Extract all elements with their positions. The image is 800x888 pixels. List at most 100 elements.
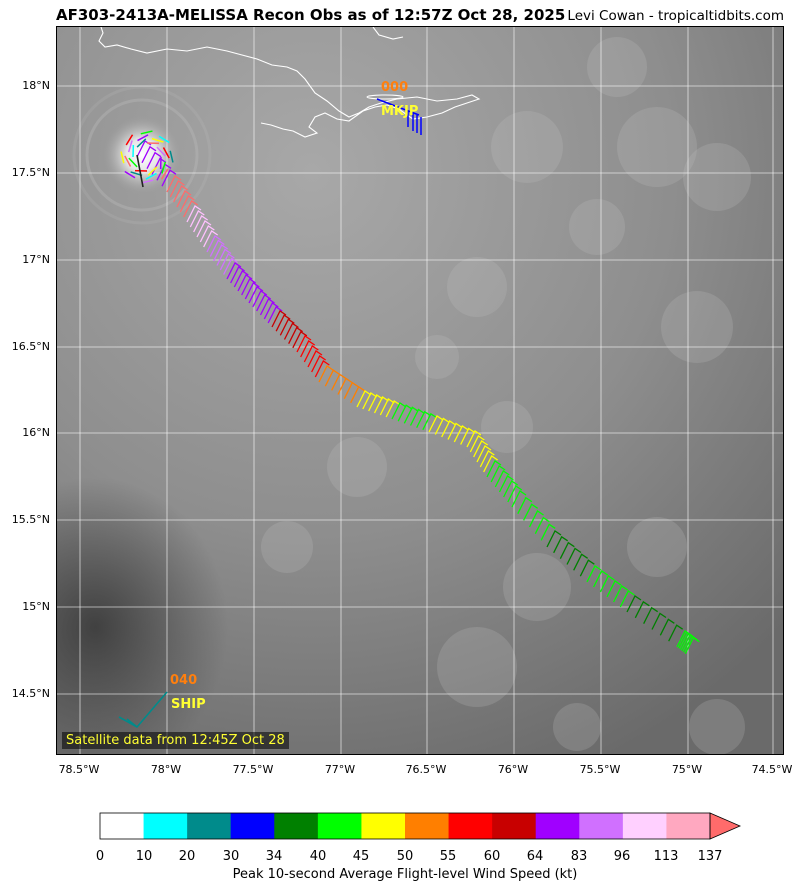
wind-barb	[479, 450, 495, 468]
eye-wind-barb	[120, 151, 125, 164]
lon-label: 78.5°W	[58, 763, 100, 776]
cloud-blob	[689, 699, 745, 754]
colorbar-tick: 60	[483, 849, 501, 864]
wind-barb	[166, 175, 182, 193]
colorbar-swatch	[274, 813, 319, 839]
cloud-blob	[491, 111, 563, 183]
wind-barb	[599, 575, 615, 593]
mkjp-barb	[376, 98, 422, 135]
wind-barb	[659, 618, 675, 636]
eye-wind-barb	[127, 140, 133, 153]
wind-barb	[684, 636, 700, 654]
lon-label: 77.5°W	[232, 763, 274, 776]
wind-barb	[176, 190, 192, 208]
dry-air-region	[57, 327, 437, 754]
eye-wind-barb	[161, 161, 167, 174]
lon-label: 76.5°W	[405, 763, 447, 776]
wind-barbs	[120, 130, 700, 654]
wind-barb	[494, 470, 510, 488]
wind-barb	[403, 406, 419, 424]
recon-map[interactable]: 000 MKJP 040 SHIP Satellite data from 12…	[56, 26, 784, 755]
wind-barb	[490, 465, 506, 483]
wind-barb	[409, 408, 425, 426]
wind-barb	[219, 253, 235, 271]
wind-barb	[271, 310, 287, 328]
wind-barb	[511, 490, 527, 508]
colorbar-swatch	[361, 813, 406, 839]
wind-barb	[331, 373, 347, 391]
colorbar-tick: 55	[439, 849, 457, 864]
colorbar-swatch	[187, 813, 232, 839]
wind-barb	[379, 398, 395, 416]
lon-label: 76°W	[497, 763, 529, 776]
colorbar-tick: 137	[697, 849, 723, 864]
wind-barb	[318, 365, 334, 383]
wind-barb	[275, 314, 291, 332]
wind-barb	[350, 385, 366, 404]
colorbar-tick: 83	[570, 849, 588, 864]
wind-barb	[356, 390, 372, 408]
lat-label: 15°N	[22, 600, 50, 613]
wind-barb	[263, 302, 279, 320]
wind-barb	[416, 410, 432, 428]
wind-barb	[483, 455, 499, 473]
wind-barb	[189, 210, 205, 228]
wind-barb	[619, 590, 635, 608]
wind-barb	[606, 580, 622, 598]
wind-barb	[256, 294, 272, 312]
lon-label: 74.5°W	[751, 763, 793, 776]
colorbar-tick: 10	[135, 849, 153, 864]
colorbar-title: Peak 10-second Average Flight-level Wind…	[232, 867, 578, 882]
wind-barb	[553, 535, 569, 554]
wind-barb	[498, 475, 514, 493]
map-title: AF303-2413A-MELISSA Recon Obs as of 12:5…	[56, 6, 566, 24]
satellite-timestamp: Satellite data from 12:45Z Oct 28	[62, 732, 289, 749]
lon-label: 77°W	[324, 763, 356, 776]
wind-barb	[283, 322, 299, 340]
wind-barb	[307, 350, 323, 368]
wind-barb	[300, 340, 316, 358]
colorbar-tick: 64	[526, 849, 544, 864]
wind-barb	[223, 257, 239, 275]
wind-barb	[206, 235, 222, 253]
wind-barb	[668, 624, 684, 642]
eye-wind-barb	[128, 157, 138, 168]
author-credit: Levi Cowan - tropicaltidbits.com	[567, 8, 784, 24]
wind-barb	[573, 553, 589, 571]
eye-wind-barb	[156, 146, 166, 157]
lat-label: 14.5°N	[11, 687, 50, 700]
wind-barb	[259, 298, 275, 316]
colorbar-swatch	[100, 813, 145, 839]
eye-wind-barb	[141, 179, 154, 184]
eye-wind-barb	[160, 168, 169, 180]
wind-barb	[173, 185, 189, 203]
map-canvas	[57, 27, 783, 754]
cuba-coastline	[372, 27, 404, 40]
colorbar-outline	[99, 812, 711, 840]
wind-barb	[528, 510, 544, 528]
wind-barb	[566, 547, 582, 565]
colorbar-tick: 45	[352, 849, 370, 864]
cloud-blob	[617, 107, 697, 187]
cloud-blob	[503, 553, 571, 621]
cloud-blob	[661, 291, 733, 363]
colorbar-swatch	[535, 813, 580, 839]
wind-barb	[586, 565, 602, 583]
colorbar-tick: 34	[265, 849, 283, 864]
eye-wind-barb	[124, 155, 132, 167]
eye-wind-barb	[147, 166, 158, 176]
wind-barb	[209, 239, 225, 257]
wind-barb	[503, 480, 519, 498]
wind-barb	[186, 205, 202, 223]
eye-wind-barb	[140, 130, 153, 135]
wind-barb	[368, 394, 384, 412]
lat-label: 15.5°N	[11, 513, 50, 526]
jamaica-coastline	[98, 27, 481, 138]
wind-barb	[314, 360, 330, 378]
colorbar-swatch	[448, 813, 493, 839]
wind-barb	[193, 215, 209, 233]
eye-wind-barb	[145, 172, 157, 180]
wind-barb	[324, 369, 340, 387]
wind-barb	[643, 606, 659, 624]
colorbar-tick: 50	[396, 849, 414, 864]
